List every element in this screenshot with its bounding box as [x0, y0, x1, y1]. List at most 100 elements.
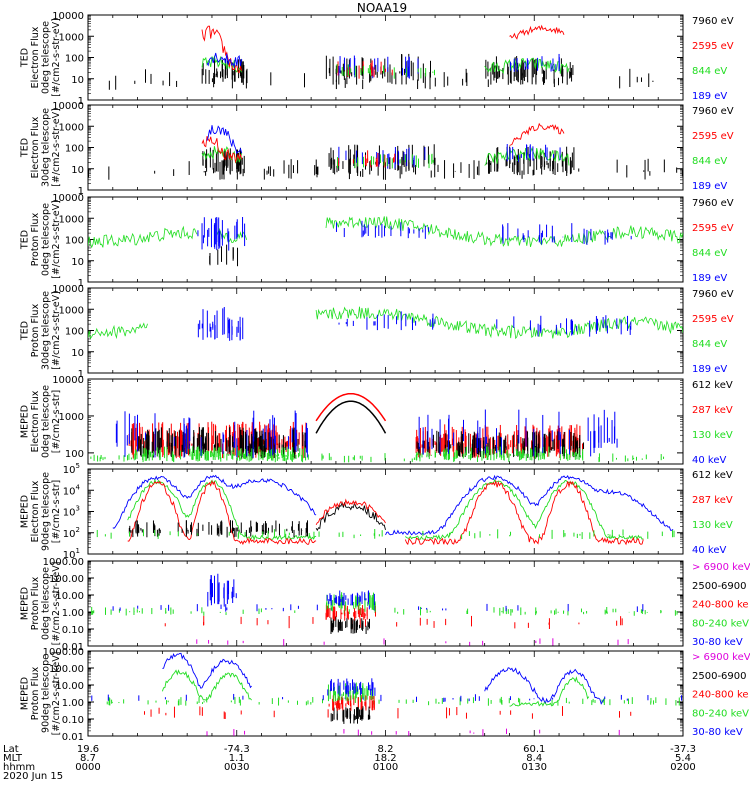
- legend-entry: 240-800 ke: [692, 600, 749, 611]
- y-tick-label: 100: [65, 236, 84, 247]
- legend-entry: 2595 eV: [692, 223, 734, 234]
- y-tick-label: 100: [65, 449, 84, 460]
- x-row-label: Lat: [3, 744, 19, 755]
- y-tick-label: 10000: [52, 11, 84, 22]
- y-tick-label: 103: [63, 505, 80, 519]
- legend-entry: 287 keV: [692, 495, 733, 506]
- flux-traces: [90, 392, 665, 463]
- series-line: [315, 400, 387, 434]
- x-tick-label: -74.3: [224, 744, 250, 755]
- legend-entry: 2595 eV: [692, 131, 734, 142]
- y-tick-label: 0.01: [62, 642, 84, 653]
- legend-entry: 40 keV: [692, 545, 726, 556]
- flux-traces: [108, 24, 654, 90]
- x-tick-label: 0030: [224, 762, 249, 773]
- x-tick-label: 0000: [75, 762, 100, 773]
- series-line: [484, 57, 570, 75]
- legend-entry: 2500-6900: [692, 581, 747, 592]
- series-line: [161, 669, 252, 701]
- y-tick-label: 1.00: [62, 698, 84, 709]
- series-line: [509, 24, 565, 40]
- flux-traces: [88, 216, 683, 267]
- series-line: [509, 122, 565, 146]
- series-line: [315, 392, 387, 422]
- legend-entry: 7960 eV: [692, 16, 734, 27]
- y-tick-label: 100: [65, 54, 84, 65]
- y-tick-label: 10000: [52, 193, 84, 204]
- y-tick-label: 1.00: [62, 608, 84, 619]
- legend-entry: > 6900 keV: [692, 562, 750, 573]
- legend-entry: 7960 eV: [692, 289, 734, 300]
- y-tick-label: 1: [78, 278, 84, 289]
- y-tick-label: 100: [65, 144, 84, 155]
- legend-entry: 2595 eV: [692, 314, 734, 325]
- legend-entry: 612 keV: [692, 380, 733, 391]
- series-line: [315, 501, 386, 532]
- series-line: [201, 136, 243, 164]
- flux-traces: [88, 122, 683, 180]
- legend-entry: 7960 eV: [692, 106, 734, 117]
- y-axis-label: MEPEDProton Flux90deg telescope[#/cm2-s-…: [19, 652, 62, 736]
- x-tick-label: 0130: [522, 762, 547, 773]
- flux-traces: [91, 573, 678, 646]
- x-tick-label: -37.3: [670, 744, 696, 755]
- flux-traces: [96, 474, 675, 546]
- panel-meped-proton-90deg: 0.01 0.10 1.00 10.00 100.00 1000.00MEPEDProto…: [19, 647, 750, 743]
- panel-frame: [87, 560, 684, 647]
- series-line: [484, 667, 605, 705]
- y-tick-label: 10.00: [55, 681, 84, 692]
- panel-frame: [87, 287, 684, 374]
- legend-entry: 189 eV: [692, 364, 727, 375]
- panel-meped-proton-0deg: 0.01 0.10 1.00 10.00 100.00 1000.00MEPEDProto…: [19, 557, 750, 653]
- series-line: [88, 225, 198, 249]
- legend-entry: 80-240 keV: [692, 708, 749, 719]
- x-tick-label: 8.2: [378, 744, 394, 755]
- figure-title: NOAA19: [357, 1, 407, 15]
- y-axis-label: TEDElectron Flux0deg telescope[#/cm2-s-s…: [19, 18, 62, 97]
- y-tick-label: 0.10: [62, 715, 84, 726]
- legend-entry: 189 eV: [692, 181, 727, 192]
- y-tick-label: 1: [78, 369, 84, 380]
- legend-entry: 30-80 keV: [692, 637, 743, 648]
- x-tick-label: 8.4: [526, 753, 542, 764]
- x-row-label: hhmm: [3, 762, 35, 773]
- panel-frame: [87, 196, 684, 283]
- y-tick-label: 102: [63, 526, 80, 540]
- legend-entry: 844 eV: [692, 66, 727, 77]
- series-line: [112, 474, 317, 529]
- y-tick-label: 100: [65, 327, 84, 338]
- x-tick-label: 5.4: [675, 753, 691, 764]
- x-tick-label: 1.1: [229, 753, 245, 764]
- y-tick-label: 1: [78, 186, 84, 197]
- y-tick-label: 1000.00: [43, 557, 84, 568]
- series-line: [315, 498, 386, 526]
- y-axis-label: MEPEDElectron Flux90deg telescope[#/cm2-…: [19, 472, 62, 551]
- legend-entry: 7960 eV: [692, 198, 734, 209]
- legend-entry: 844 eV: [692, 248, 727, 259]
- series-line: [206, 52, 243, 69]
- legend-entry: 189 eV: [692, 273, 727, 284]
- series-line: [88, 322, 148, 340]
- y-tick-label: 10000: [52, 284, 84, 295]
- y-tick-label: 1000: [59, 32, 84, 43]
- y-axis-label: TEDElectron Flux30deg telescope[#/cm2-s-…: [19, 108, 62, 187]
- y-tick-label: 10: [71, 257, 84, 268]
- y-tick-label: 1000: [59, 122, 84, 133]
- series-line: [127, 479, 317, 546]
- x-tick-label: 19.6: [77, 744, 99, 755]
- series-line: [405, 478, 644, 541]
- y-tick-label: 0.10: [62, 625, 84, 636]
- x-tick-label: 8.7: [80, 753, 96, 764]
- y-tick-label: 1000: [59, 412, 84, 423]
- legend-entry: 844 eV: [692, 156, 727, 167]
- y-tick-label: 1000.00: [43, 647, 84, 658]
- legend-entry: 130 keV: [692, 520, 733, 531]
- x-tick-label: 18.2: [374, 753, 396, 764]
- y-tick-label: 100.00: [49, 574, 84, 585]
